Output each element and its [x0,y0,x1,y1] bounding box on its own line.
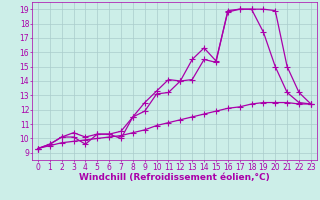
X-axis label: Windchill (Refroidissement éolien,°C): Windchill (Refroidissement éolien,°C) [79,173,270,182]
